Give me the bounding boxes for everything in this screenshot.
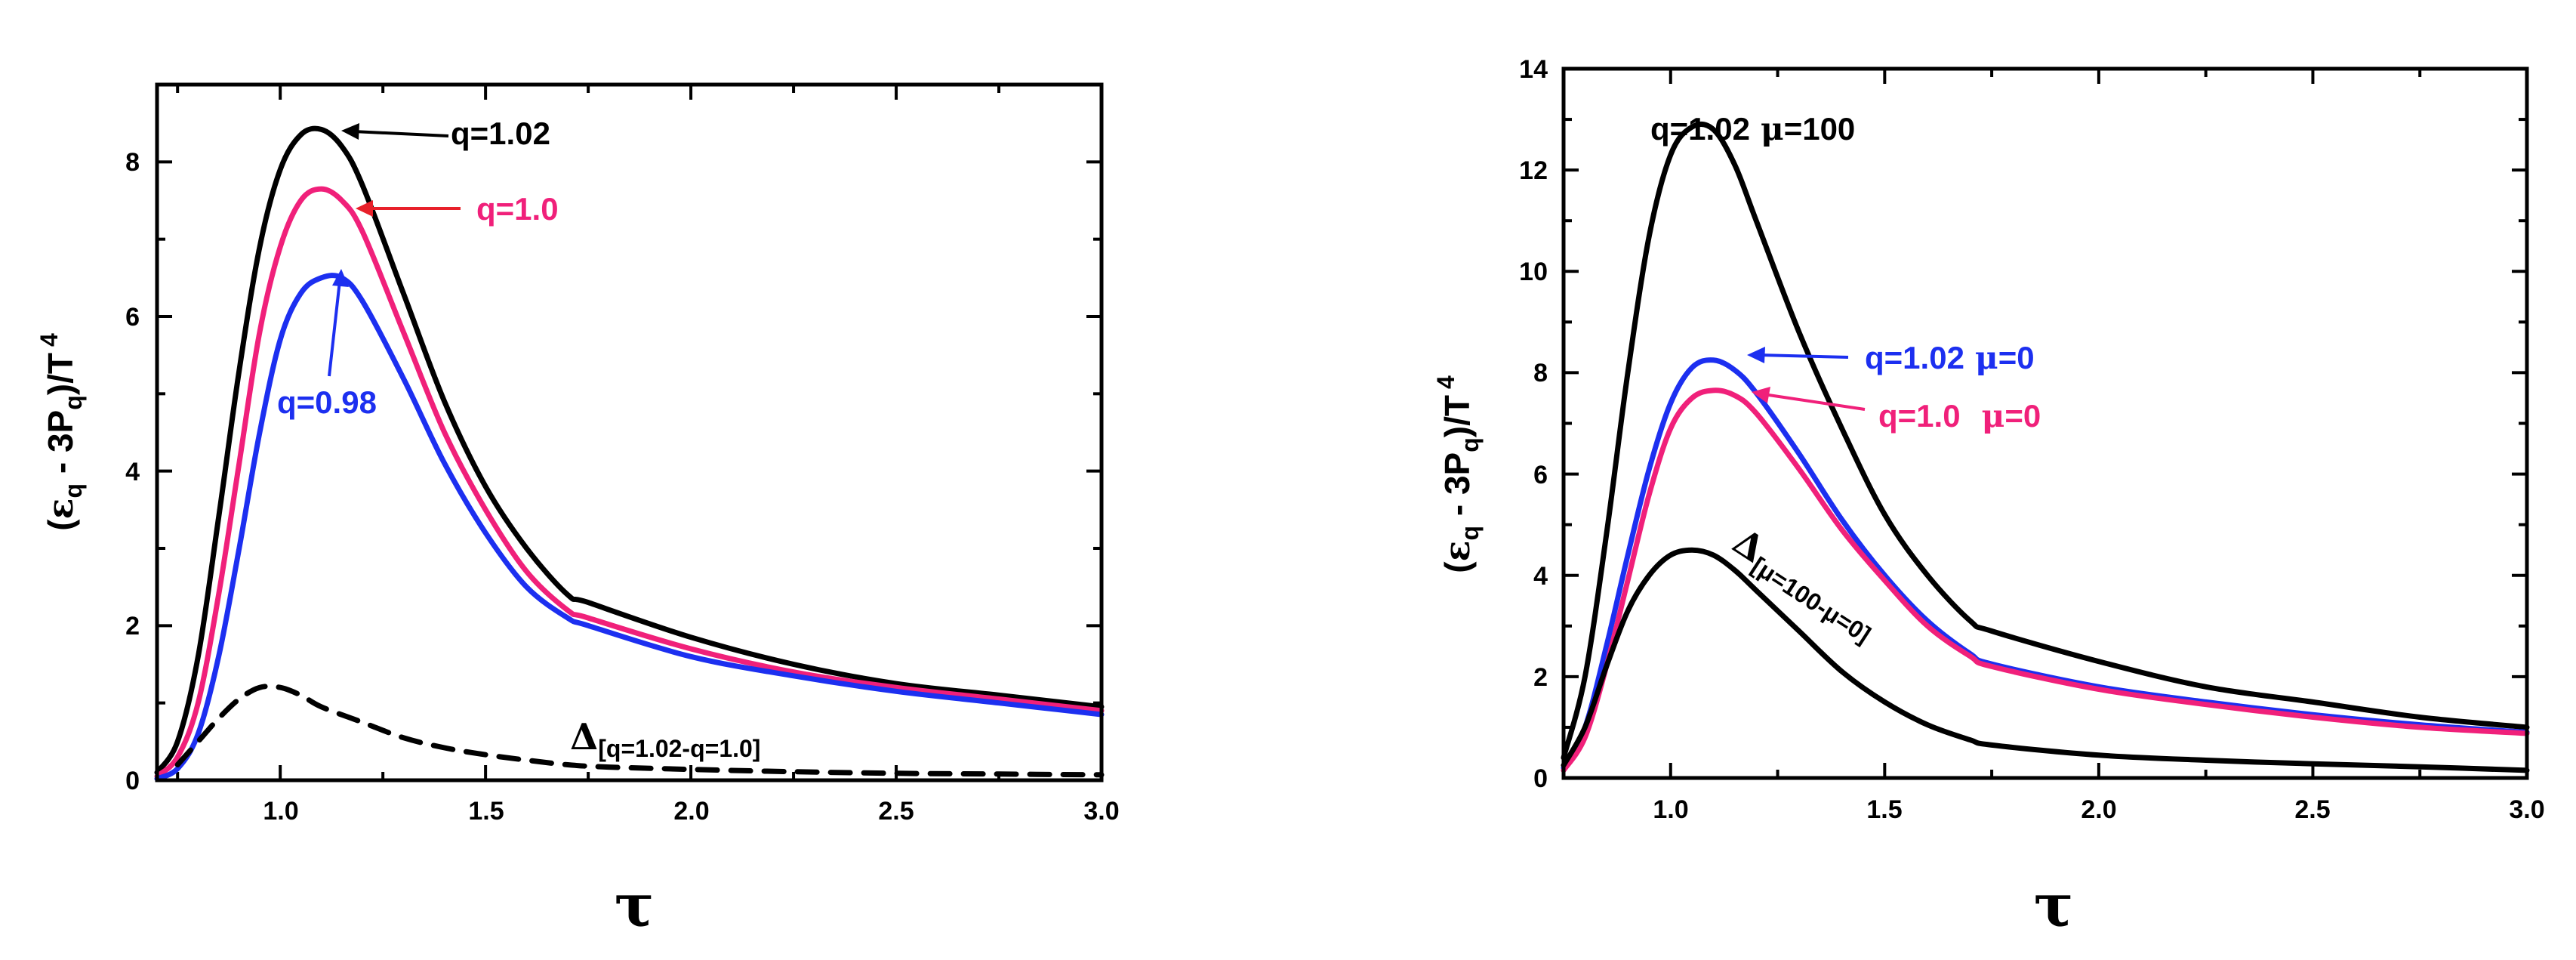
- left-chart-panel: 1.0 1.5 2.0 2.5 3.0 0 2 4 6 8 τ (εq - 3P…: [35, 82, 1120, 940]
- right-xtick-label: 3.0: [2509, 795, 2544, 824]
- left-ytick-label: 6: [125, 303, 140, 332]
- left-ytick-label: 0: [125, 767, 140, 795]
- arrowhead-q102: [341, 123, 359, 140]
- right-xtick-label: 2.0: [2081, 795, 2116, 824]
- right-ytick-label: 6: [1533, 461, 1548, 489]
- right-ytick-label: 10: [1519, 258, 1548, 286]
- arrow-q098: [328, 280, 341, 377]
- left-arrows: [328, 123, 461, 377]
- right-series-group: [1561, 122, 2530, 773]
- right-ytick-label: 8: [1533, 359, 1548, 387]
- label-q10-mu0: q=1.0 μ=0: [1878, 397, 2041, 434]
- left-ytick-label: 4: [125, 458, 140, 486]
- label-q102-mu0: q=1.02 μ=0: [1865, 339, 2035, 376]
- left-axis-ticks: [157, 85, 1103, 782]
- right-arrows: [1747, 347, 1866, 411]
- right-ytick-label: 2: [1533, 663, 1548, 692]
- left-y-axis-title: (εq - 3Pq)/T4: [35, 333, 87, 531]
- arrow-q102: [353, 130, 449, 137]
- right-series-q-1-0-0: [1561, 387, 2530, 773]
- right-ytick-label: 14: [1519, 55, 1548, 84]
- left-series-q-1-0: [154, 186, 1105, 779]
- left-series-q-1-02-q-1-0: [174, 684, 1105, 778]
- right-xtick-label: 2.5: [2294, 795, 2330, 824]
- left-series-group: [154, 125, 1105, 782]
- left-xtick-label: 3.0: [1083, 797, 1119, 826]
- label-q102: q=1.02: [451, 116, 550, 151]
- right-chart-panel: 1.0 1.5 2.0 2.5 3.0 0 2 4 6 8 10 12 14 τ…: [1432, 55, 2545, 940]
- label-q098: q=0.98: [277, 384, 377, 420]
- right-ytick-label: 4: [1533, 562, 1548, 591]
- label-q102-mu100: q=1.02 μ=100: [1650, 110, 1855, 147]
- right-y-axis-title: (εq - 3Pq)/T4: [1432, 375, 1484, 573]
- left-series-q-1-02: [154, 125, 1105, 776]
- arrow-blue: [1758, 353, 1849, 359]
- left-series-q-0-98: [154, 273, 1105, 782]
- right-ytick-label: 0: [1533, 764, 1548, 793]
- left-plot-frame: [155, 82, 1104, 783]
- left-ytick-label: 8: [125, 148, 140, 177]
- left-xtick-label: 2.5: [878, 797, 914, 826]
- right-series-q-1-02-0: [1561, 357, 2530, 771]
- right-xtick-label: 1.5: [1866, 795, 1902, 824]
- arrowhead-q098: [332, 269, 349, 287]
- label-q10: q=1.0: [476, 191, 559, 227]
- left-xtick-label: 2.0: [673, 797, 709, 826]
- right-x-axis-title: τ: [2034, 872, 2073, 940]
- left-x-axis-title: τ: [615, 872, 654, 940]
- right-axis-ticks: [1564, 67, 2528, 779]
- right-ytick-label: 12: [1519, 156, 1548, 185]
- right-xtick-label: 1.0: [1653, 795, 1688, 824]
- arrowhead-blue: [1747, 347, 1765, 363]
- right-series-100-0: [1561, 547, 2530, 773]
- left-ytick-label: 2: [125, 612, 140, 641]
- left-xtick-label: 1.0: [263, 797, 298, 826]
- right-series-q-1-02-100: [1561, 122, 2530, 761]
- label-delta-q: Δ[q=1.02-q=1.0]: [570, 716, 760, 762]
- right-plot-frame: [1561, 66, 2529, 780]
- arrow-pink: [1763, 393, 1866, 411]
- arrowhead-pink: [1752, 387, 1770, 403]
- left-xtick-label: 1.5: [468, 797, 504, 826]
- arrowhead-q10: [356, 200, 373, 217]
